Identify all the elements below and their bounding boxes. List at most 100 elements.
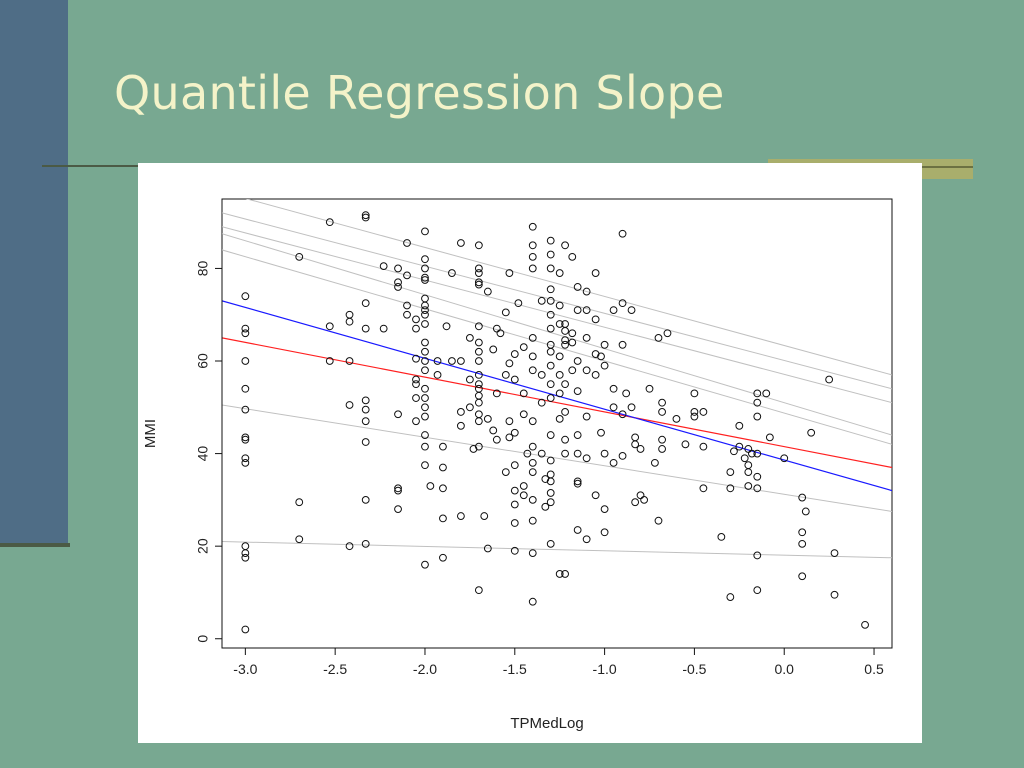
data-point: [798, 539, 807, 548]
data-point: [439, 484, 447, 493]
data-point: [541, 475, 550, 483]
data-point: [457, 357, 465, 365]
data-point: [421, 560, 429, 569]
data-point: [546, 264, 555, 273]
data-point: [241, 384, 250, 393]
data-point: [573, 306, 582, 314]
data-point: [744, 468, 753, 477]
data-point: [421, 255, 429, 264]
data-point: [622, 389, 631, 398]
data-point: [421, 347, 429, 356]
data-point: [555, 389, 564, 398]
data-point: [295, 252, 304, 261]
data-point: [474, 398, 483, 407]
data-point: [510, 375, 519, 384]
data-point: [658, 445, 666, 453]
data-point: [505, 269, 514, 277]
data-point: [295, 535, 304, 544]
data-point: [505, 417, 514, 426]
data-point: [546, 498, 555, 507]
data-point: [528, 264, 537, 273]
data-point: [394, 283, 402, 291]
data-point: [546, 470, 555, 479]
data-point: [510, 461, 519, 470]
data-point: [474, 410, 483, 419]
data-point: [361, 417, 370, 426]
data-point: [439, 514, 447, 523]
data-point: [474, 586, 483, 595]
data-point: [421, 461, 429, 470]
data-point: [519, 343, 528, 352]
data-point: [528, 468, 537, 477]
data-point: [379, 324, 388, 333]
regression-line-quantile-0: [222, 541, 892, 559]
y-tick-label: 60: [195, 353, 211, 369]
data-point: [582, 454, 591, 463]
data-point: [412, 375, 420, 384]
data-point: [780, 454, 789, 463]
data-point: [361, 299, 370, 308]
data-point: [654, 333, 663, 342]
data-point: [421, 394, 429, 402]
data-point: [546, 324, 555, 333]
data-point: [537, 296, 546, 305]
data-point: [325, 322, 334, 331]
data-point: [546, 236, 555, 245]
data-point: [325, 357, 334, 365]
data-point: [433, 357, 442, 365]
data-point: [561, 340, 569, 349]
data-point: [591, 491, 600, 500]
data-point: [573, 357, 582, 365]
data-point: [528, 252, 537, 261]
data-point: [421, 306, 429, 314]
data-point: [241, 553, 250, 562]
data-point: [631, 440, 640, 449]
data-point: [627, 306, 636, 314]
data-point: [561, 241, 569, 250]
data-point: [421, 366, 429, 375]
data-point: [618, 299, 627, 308]
y-tick-label: 0: [195, 635, 211, 643]
data-point: [546, 296, 555, 305]
data-point: [394, 278, 402, 287]
data-point: [345, 542, 354, 551]
regression-lines: [222, 199, 892, 559]
data-point: [489, 426, 498, 435]
data-point: [480, 512, 489, 520]
data-point: [762, 389, 771, 398]
data-point: [765, 433, 774, 442]
data-point: [645, 384, 654, 393]
data-point: [457, 408, 465, 416]
data-point: [555, 352, 564, 361]
data-point: [573, 387, 582, 395]
data-point: [241, 324, 250, 333]
y-axis-title: MMI: [142, 419, 159, 448]
data-point: [412, 417, 420, 426]
data-point: [465, 333, 474, 342]
data-point: [753, 389, 762, 398]
data-point: [241, 625, 250, 634]
scatter-chart: -3.0 -2.5 -2.0 -1.5 -1.0 -0.5 0.0 0.5 0 20 40 60 80…: [142, 198, 893, 732]
data-point: [483, 287, 492, 296]
x-axis-title: TPMedLog: [510, 715, 583, 732]
data-point: [609, 458, 618, 467]
y-tick-label: 80: [195, 260, 211, 276]
data-point: [241, 329, 250, 338]
data-point: [403, 239, 411, 247]
data-point: [510, 350, 519, 358]
data-point: [753, 551, 762, 560]
data-point: [528, 597, 537, 606]
data-point: [730, 447, 738, 456]
data-point: [663, 329, 672, 338]
data-point: [474, 269, 483, 277]
data-point: [379, 262, 388, 271]
data-point: [241, 405, 250, 414]
data-point: [537, 398, 546, 407]
data-point: [345, 310, 354, 319]
data-point: [426, 482, 435, 490]
data-point: [295, 498, 304, 507]
data-point: [672, 414, 681, 423]
data-point: [510, 486, 519, 495]
data-point: [528, 366, 537, 375]
data-point: [726, 484, 735, 493]
